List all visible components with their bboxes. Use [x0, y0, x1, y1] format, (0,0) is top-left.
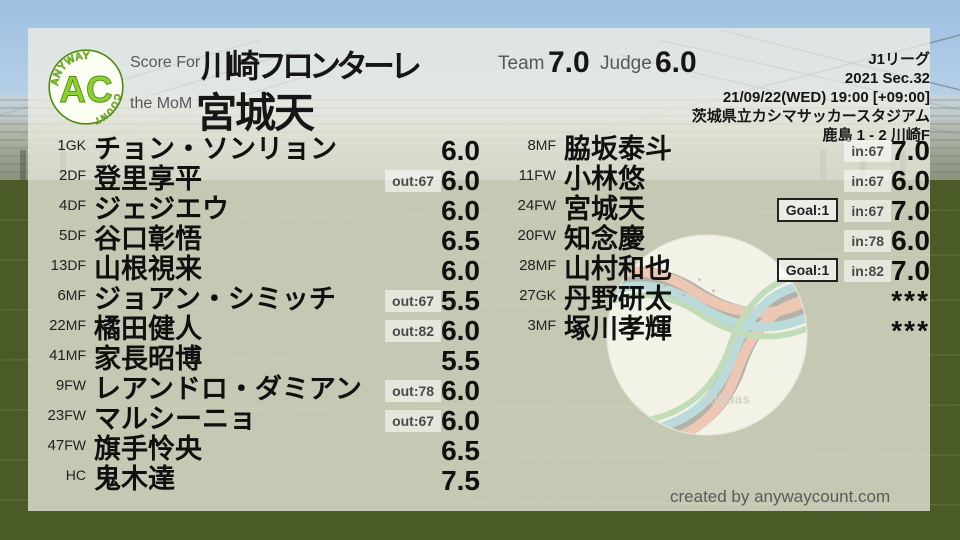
svg-text:AC: AC [59, 69, 112, 110]
